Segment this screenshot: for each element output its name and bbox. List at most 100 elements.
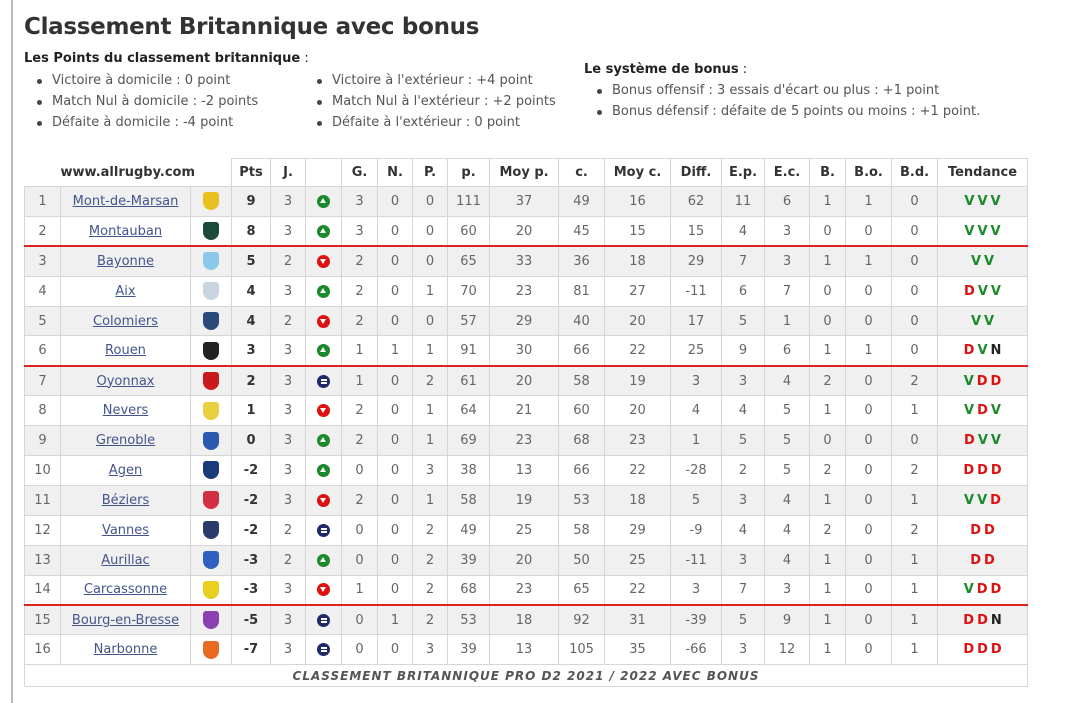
column-header: Moy p. (489, 158, 560, 187)
bo-cell: 0 (845, 275, 893, 307)
team-link[interactable]: Colomiers (93, 313, 158, 329)
form-result: V (984, 253, 995, 269)
team-link[interactable]: Mont-de-Marsan (72, 193, 179, 209)
trend-cell (305, 634, 343, 666)
team-link[interactable]: Vannes (101, 522, 150, 538)
g-cell: 2 (341, 484, 379, 516)
c-cell: 36 (558, 245, 606, 277)
trend-cell (305, 245, 343, 277)
column-header (305, 158, 343, 187)
team-logo-icon (203, 252, 219, 271)
rank-cell: 2 (24, 215, 61, 248)
form-result: D (977, 642, 988, 658)
trend-eq-icon (317, 643, 331, 657)
team-link[interactable]: Narbonne (93, 642, 158, 658)
form-result: V (970, 253, 982, 269)
moyp-cell: 19 (489, 484, 560, 516)
column-header: E.c. (764, 158, 811, 187)
team-link[interactable]: Aix (115, 283, 136, 299)
column-header: Pts (231, 158, 272, 187)
n-cell: 0 (377, 365, 414, 397)
diff-cell: 4 (670, 395, 723, 427)
p-cell: 3 (412, 634, 449, 666)
pf-cell: 39 (447, 634, 491, 666)
team-link[interactable]: Oyonnax (96, 373, 155, 389)
column-header: c. (558, 158, 606, 187)
p-cell: 1 (412, 275, 449, 307)
logo-cell (189, 275, 233, 307)
form-result: N (990, 343, 1002, 359)
g-cell: 0 (341, 544, 379, 576)
g-cell: 0 (341, 455, 379, 486)
team-link[interactable]: Bourg-en-Bresse (71, 612, 180, 628)
team-link[interactable]: Agen (108, 462, 143, 478)
bo-cell: 0 (845, 425, 893, 457)
page-title: Classement Britannique avec bonus (24, 14, 480, 40)
team-link[interactable]: Nevers (102, 403, 149, 419)
rank-cell: 6 (24, 335, 61, 367)
column-header: Tendance (937, 158, 1029, 187)
b-cell: 0 (809, 425, 847, 457)
table-row: 4 Aix 4 3 2 0 1 70 23 81 27 -11 6 7 0 0 0 D V V (24, 275, 1029, 307)
n-cell: 0 (377, 634, 414, 666)
trend-cell (305, 604, 343, 636)
team-link[interactable]: Carcassonne (83, 582, 168, 598)
points-cell: 1 (231, 395, 272, 427)
table-row: 12 Vannes -2 2 0 0 2 49 25 58 29 -9 4 4 2 0 2 D D (24, 514, 1029, 546)
logo-cell (189, 544, 233, 576)
team-logo-icon (203, 580, 219, 599)
trend-cell (305, 335, 343, 367)
p-cell: 0 (412, 186, 449, 217)
points-cell: -3 (231, 544, 272, 576)
team-link[interactable]: Grenoble (95, 433, 156, 449)
moyp-cell: 20 (489, 215, 560, 248)
table-row: 7 Oyonnax 2 3 1 0 2 61 20 58 19 3 3 4 2 0 2 V D D (24, 365, 1029, 397)
pf-cell: 70 (447, 275, 491, 307)
diff-cell: 3 (670, 365, 723, 397)
moyp-cell: 23 (489, 425, 560, 457)
moyc-cell: 18 (604, 245, 672, 277)
ep-cell: 3 (721, 484, 766, 516)
trend-cell (305, 275, 343, 307)
g-cell: 2 (341, 245, 379, 277)
moyc-cell: 27 (604, 275, 672, 307)
site-link[interactable]: www.allrugby.com (24, 158, 233, 187)
moyc-cell: 35 (604, 634, 672, 666)
form-result: D (964, 433, 975, 449)
g-cell: 3 (341, 215, 379, 248)
table-row: 5 Colomiers 4 2 2 0 0 57 29 40 20 17 5 1 0 0 0 V V (24, 305, 1029, 337)
bo-cell: 0 (845, 365, 893, 397)
diff-cell: 17 (670, 305, 723, 337)
moyp-cell: 21 (489, 395, 560, 427)
trend-up-icon (317, 344, 331, 358)
moyp-cell: 29 (489, 305, 560, 337)
n-cell: 0 (377, 425, 414, 457)
team-link[interactable]: Rouen (105, 343, 146, 359)
team-link[interactable]: Aurillac (101, 552, 150, 568)
table-caption: CLASSEMENT BRITANNIQUE PRO D2 2021 / 202… (23, 664, 1029, 688)
team-cell: Oyonnax (60, 365, 191, 397)
points-cell: -2 (231, 455, 272, 486)
table-row: 15 Bourg-en-Bresse -5 3 0 1 2 53 18 92 31 -39 5 9 1 0 1 D… (24, 604, 1029, 636)
played-cell: 3 (270, 574, 307, 606)
team-link[interactable]: Béziers (101, 492, 150, 508)
c-cell: 40 (558, 305, 606, 337)
diff-cell: -11 (670, 275, 723, 307)
team-cell: Nevers (60, 395, 191, 427)
moyc-cell: 31 (604, 604, 672, 636)
points-away-list: Victoire à l'extérieur : +4 point Match … (314, 70, 556, 133)
team-logo-icon (203, 341, 219, 360)
rank-cell: 11 (24, 484, 61, 516)
diff-cell: -9 (670, 514, 723, 546)
team-link[interactable]: Montauban (88, 223, 163, 239)
team-link[interactable]: Bayonne (96, 253, 154, 269)
moyc-cell: 19 (604, 365, 672, 397)
played-cell: 3 (270, 365, 307, 397)
logo-cell (189, 305, 233, 337)
logo-cell (189, 604, 233, 636)
c-cell: 66 (558, 335, 606, 367)
diff-cell: -66 (670, 634, 723, 666)
